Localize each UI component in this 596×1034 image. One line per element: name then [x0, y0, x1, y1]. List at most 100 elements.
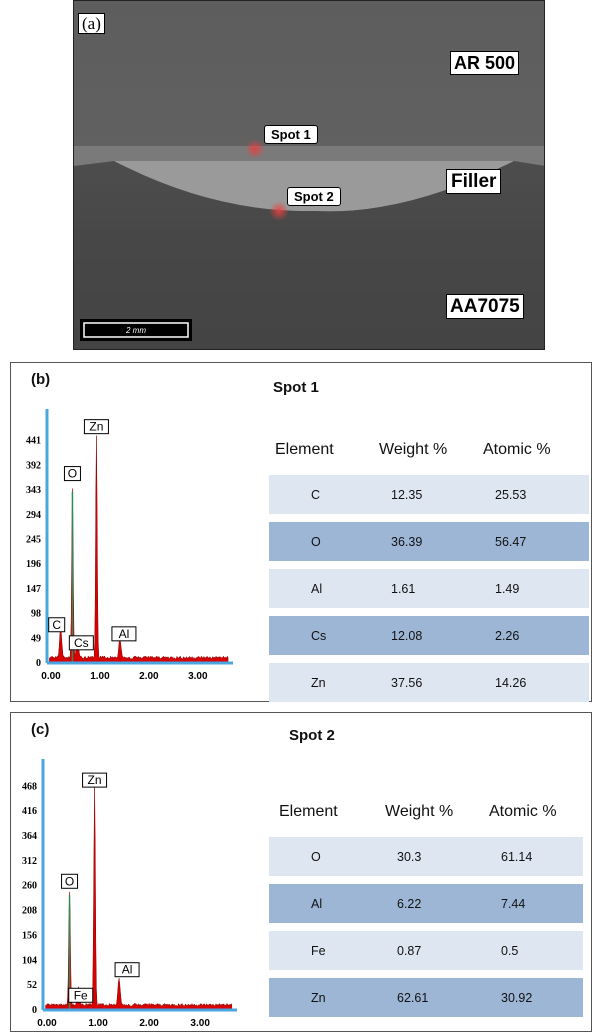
- y-tick-label: 208: [22, 906, 37, 917]
- panel-b-letter: (b): [31, 371, 51, 388]
- element-cell: C: [269, 474, 379, 515]
- panel-b-title: Spot 1: [273, 379, 319, 396]
- table-header-row: Element Weight % Atomic %: [269, 795, 583, 830]
- weight-cell: 36.39: [379, 521, 483, 562]
- x-tick-label: 2.00: [139, 1018, 159, 1029]
- y-tick-label: 416: [22, 806, 37, 817]
- y-tick-label: 245: [26, 534, 41, 545]
- peak-label-o: O: [63, 466, 81, 482]
- peak-label-o: O: [61, 873, 79, 889]
- weight-cell: 1.61: [379, 568, 483, 609]
- y-tick-label: 312: [22, 856, 37, 867]
- weight-cell: 6.22: [385, 883, 489, 924]
- panel-c-title: Spot 2: [289, 727, 335, 744]
- weight-cell: 37.56: [379, 662, 483, 702]
- table-row: O 36.39 56.47: [269, 521, 589, 562]
- svg-text:O: O: [65, 874, 74, 888]
- aa7075-label: AA7075: [446, 294, 524, 319]
- spot2-marker: [269, 201, 289, 221]
- y-tick-label: 392: [26, 460, 41, 471]
- peak-label-fe: Fe: [68, 987, 94, 1003]
- peak-label-c: C: [48, 617, 66, 633]
- eds-panel-spot1: (b) Spot 1 0 49 98 147 196 245 294 343 392 441 0.0…: [10, 362, 592, 702]
- element-cell: Cs: [269, 615, 379, 656]
- svg-text:Zn: Zn: [89, 420, 103, 434]
- table-row: Cs 12.08 2.26: [269, 615, 589, 656]
- composition-table-spot1: Element Weight % Atomic % C 12.35 25.53 O 36…: [269, 433, 589, 702]
- element-cell: Al: [269, 883, 385, 924]
- spot1-marker: [245, 139, 265, 159]
- y-tick-label: 0: [36, 658, 41, 669]
- y-tick-label: 468: [22, 781, 37, 792]
- x-tick-label: 1.00: [88, 1018, 108, 1029]
- eds-panel-spot2: (c) Spot 2 0 52 104 156 208 260 312 364 416 468 0.…: [10, 712, 592, 1032]
- peak-label-zn: Zn: [82, 772, 108, 788]
- panel-a-letter: (a): [78, 13, 105, 34]
- spot2-label: Spot 2: [287, 187, 341, 206]
- svg-text:O: O: [68, 467, 77, 481]
- table-row: Al 6.22 7.44: [269, 883, 583, 924]
- y-tick-label: 260: [22, 881, 37, 892]
- element-cell: O: [269, 836, 385, 877]
- peak-label-zn: Zn: [83, 419, 109, 435]
- y-tick-label: 441: [26, 436, 41, 447]
- table-row: Zn 37.56 14.26: [269, 662, 589, 702]
- y-tick-label: 0: [32, 1005, 37, 1016]
- scale-bar: [83, 322, 189, 338]
- element-cell: Zn: [269, 977, 385, 1017]
- spot1-label: Spot 1: [264, 125, 318, 144]
- weight-cell: 12.35: [379, 474, 483, 515]
- svg-text:Fe: Fe: [74, 988, 88, 1002]
- header-weight: Weight %: [379, 441, 448, 458]
- atomic-cell: 56.47: [483, 521, 589, 562]
- peak-label-cs: Cs: [68, 635, 94, 651]
- y-tick-label: 343: [26, 485, 41, 496]
- panel-c-letter: (c): [31, 721, 50, 738]
- element-cell: Fe: [269, 930, 385, 971]
- weight-cell: 30.3: [385, 836, 489, 877]
- header-weight: Weight %: [385, 803, 454, 820]
- sem-micrograph-panel: 2 mm (a) AR 500 Filler AA7075 Spot 1 Spo…: [73, 0, 545, 350]
- table-row: Al 1.61 1.49: [269, 568, 589, 609]
- weight-cell: 12.08: [379, 615, 483, 656]
- svg-text:Al: Al: [119, 627, 130, 641]
- y-tick-label: 147: [26, 584, 41, 595]
- y-tick-label: 52: [27, 980, 37, 991]
- x-tick-label: 1.00: [90, 671, 110, 682]
- x-tick-label: 3.00: [188, 671, 208, 682]
- table-header-row: Element Weight % Atomic %: [269, 433, 589, 468]
- svg-text:C: C: [52, 618, 61, 632]
- weight-cell: 0.87: [385, 930, 489, 971]
- y-tick-label: 364: [22, 831, 37, 842]
- atomic-cell: 14.26: [483, 662, 589, 702]
- svg-text:Al: Al: [122, 963, 133, 977]
- eds-spectrum-spot1: 0 49 98 147 196 245 294 343 392 441 0.00 1.00 2.00 3.…: [26, 409, 233, 682]
- table-row: O 30.3 61.14: [269, 836, 583, 877]
- atomic-cell: 0.5: [489, 930, 583, 971]
- ar500-label: AR 500: [450, 51, 520, 75]
- element-cell: Zn: [269, 662, 379, 702]
- filler-region: [114, 161, 514, 212]
- peak-label-al: Al: [111, 626, 137, 642]
- x-tick-label: 2.00: [139, 671, 159, 682]
- weight-cell: 62.61: [385, 977, 489, 1017]
- header-element: Element: [279, 803, 338, 820]
- header-element: Element: [275, 441, 334, 458]
- x-tick-label: 0.00: [41, 671, 61, 682]
- y-tick-label: 49: [31, 633, 41, 644]
- atomic-cell: 2.26: [483, 615, 589, 656]
- atomic-cell: 25.53: [483, 474, 589, 515]
- atomic-cell: 1.49: [483, 568, 589, 609]
- atomic-cell: 61.14: [489, 836, 583, 877]
- svg-text:Cs: Cs: [74, 636, 89, 650]
- table-row: C 12.35 25.53: [269, 474, 589, 515]
- x-tick-label: 3.00: [190, 1018, 210, 1029]
- table-row: Fe 0.87 0.5: [269, 930, 583, 971]
- header-atomic: Atomic %: [483, 441, 551, 458]
- element-cell: Al: [269, 568, 379, 609]
- y-tick-label: 294: [26, 510, 41, 521]
- y-tick-label: 196: [26, 559, 41, 570]
- atomic-cell: 7.44: [489, 883, 583, 924]
- x-tick-label: 0.00: [37, 1018, 57, 1029]
- atomic-cell: 30.92: [489, 977, 583, 1017]
